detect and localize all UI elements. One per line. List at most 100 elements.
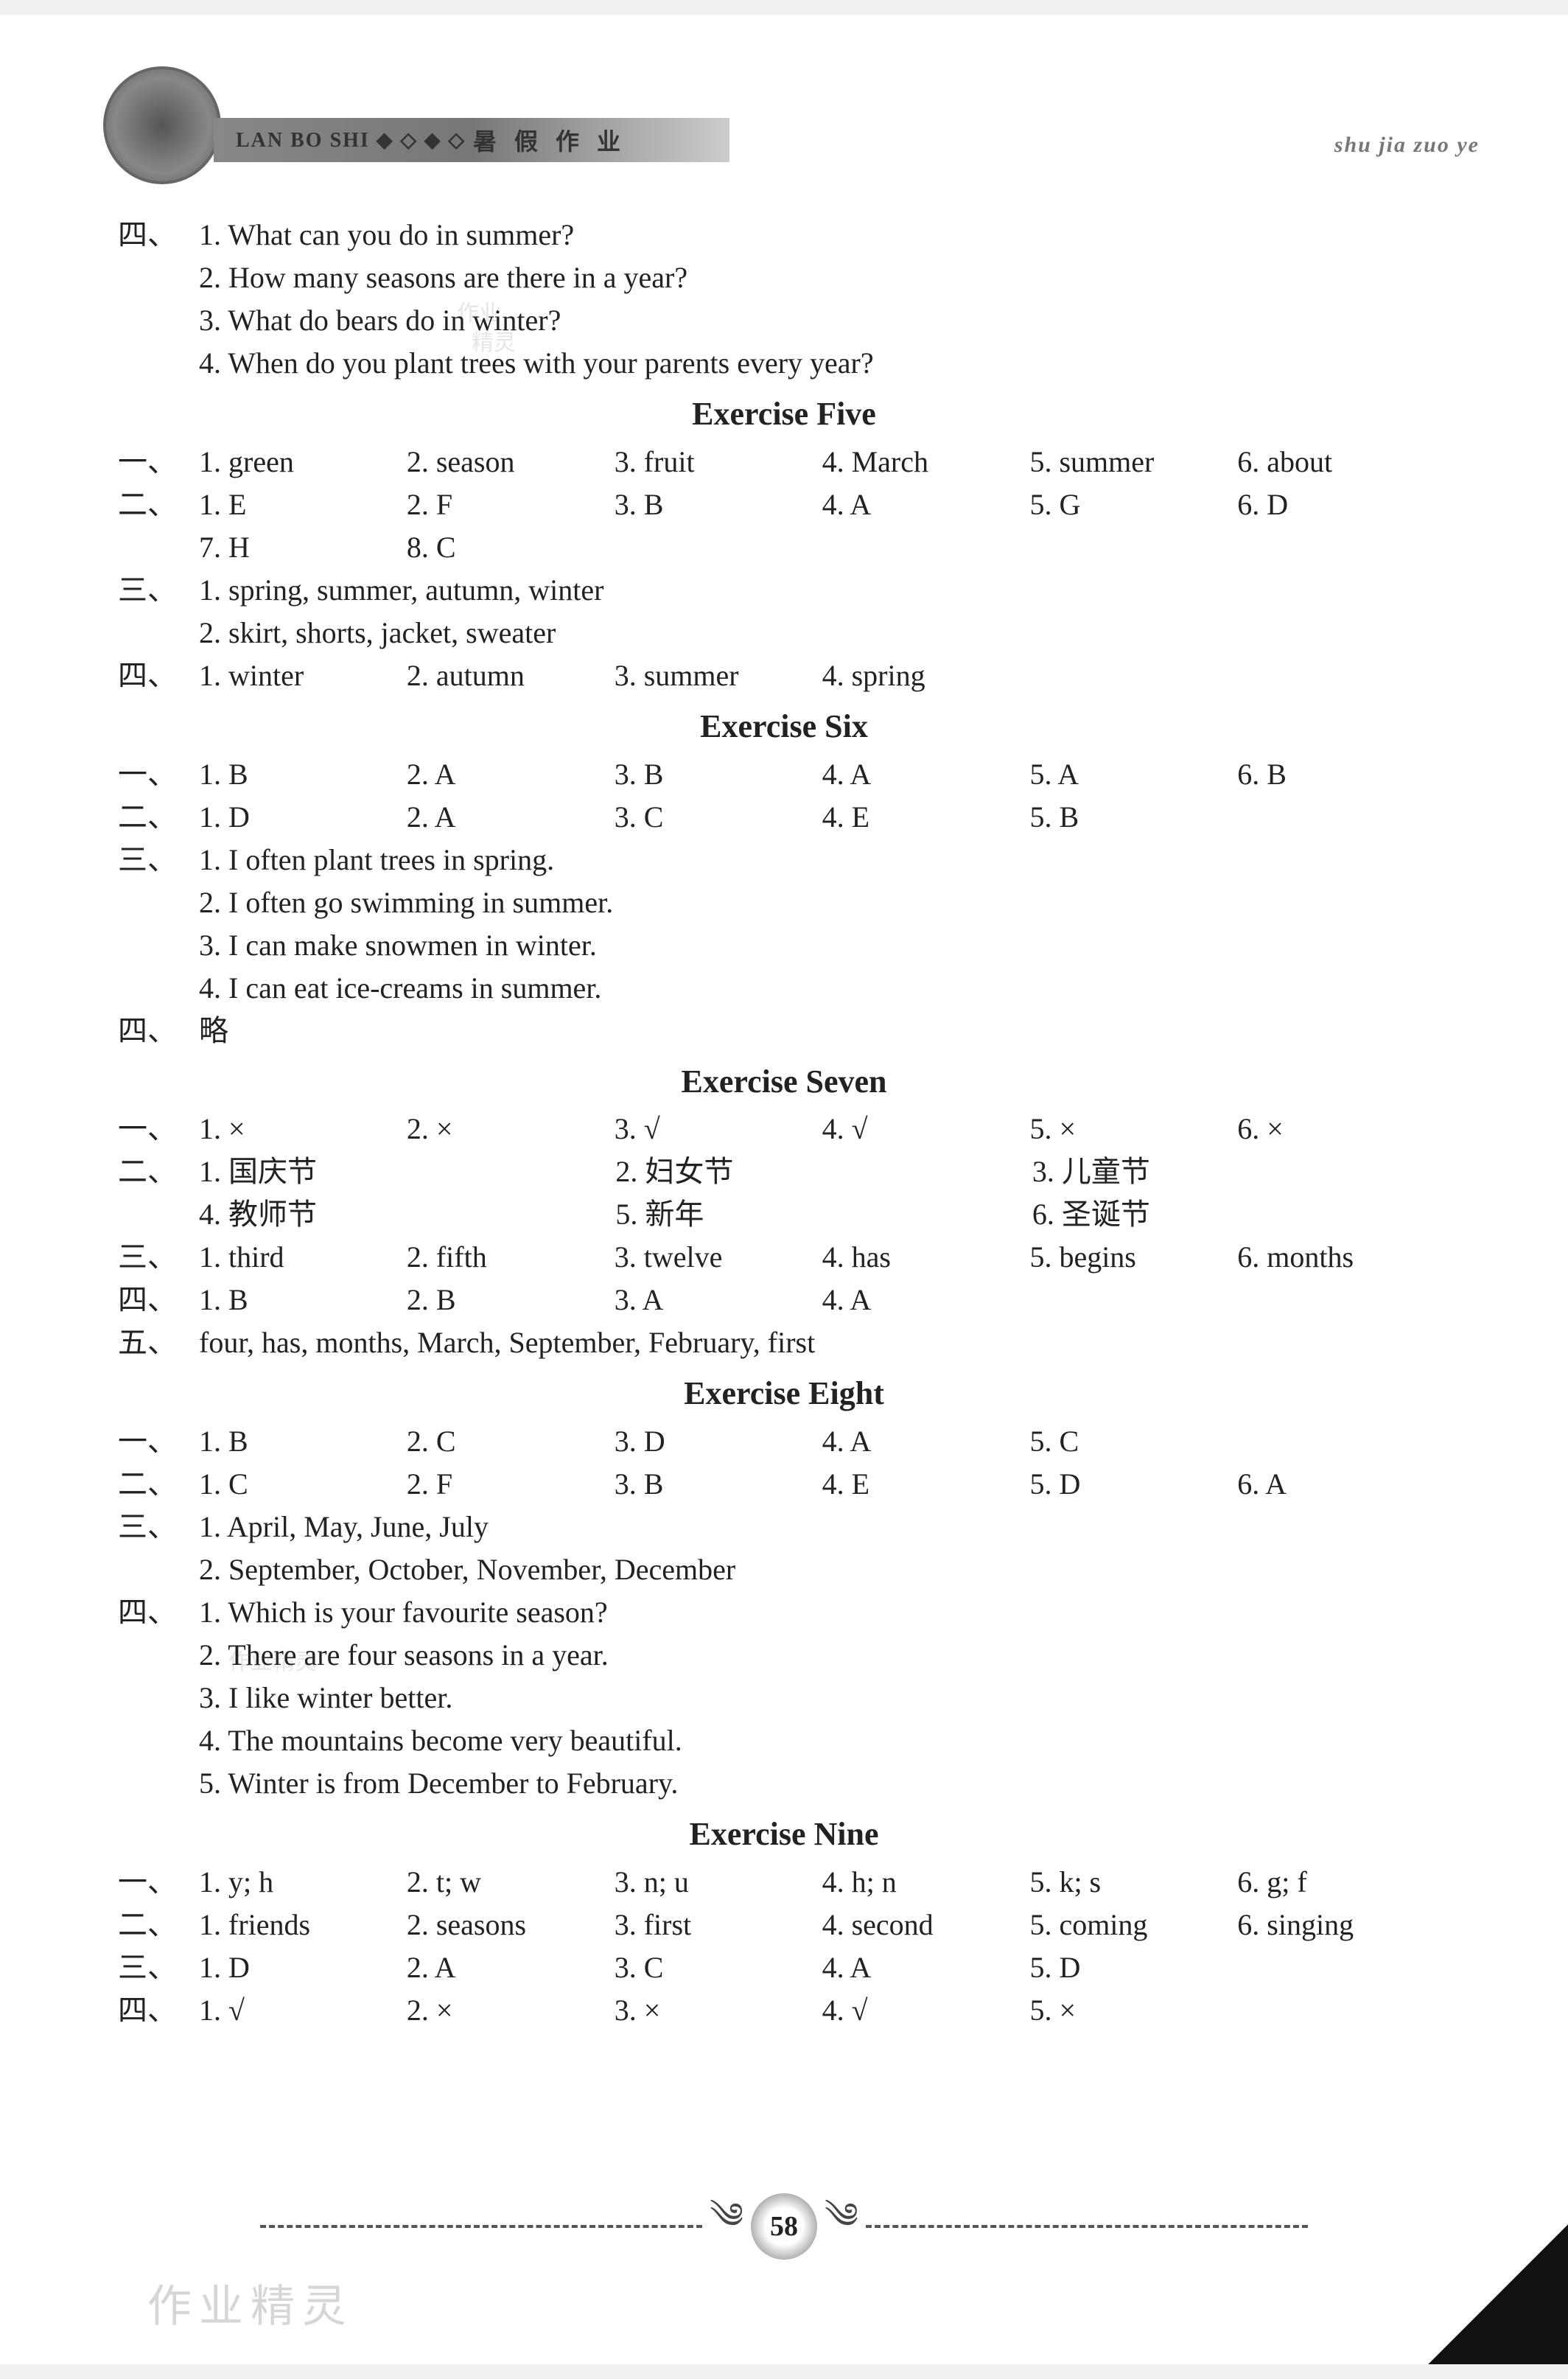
answer-item: 4. has — [822, 1236, 1030, 1279]
section-label: 二、 — [118, 483, 199, 526]
ex6-s2: 二、 1. D 2. A 3. C 4. E 5. B — [118, 796, 1450, 839]
answer-item: 3. 儿童节 — [1032, 1150, 1449, 1193]
answer-item: 3. fruit — [615, 441, 822, 483]
answer-line: 1. What can you do in summer? — [199, 214, 1450, 256]
answer-line: 4. When do you plant trees with your par… — [199, 342, 1450, 385]
answer-item: 1. D — [199, 1946, 407, 1989]
answer-item: 2. F — [407, 1463, 615, 1506]
answer-item: 2. F — [407, 483, 615, 526]
exercise-title: Exercise Six — [118, 703, 1450, 750]
section-label: 四、 — [118, 1010, 199, 1052]
title-ribbon: LAN BO SHI ◆ ◇ ◆ ◇ 暑 假 作 业 — [214, 118, 729, 162]
section-label: 一、 — [118, 441, 199, 483]
answer-item: 1. third — [199, 1236, 407, 1279]
answer-item: 1. × — [199, 1108, 407, 1150]
section-label: 四、 — [118, 1279, 199, 1321]
bottom-watermark: 作业精灵 — [147, 2271, 354, 2335]
answer-line: 5. Winter is from December to February. — [199, 1762, 1450, 1805]
section-label: 二、 — [118, 1463, 199, 1506]
answer-line: 3. What do bears do in winter? — [199, 299, 1450, 342]
answer-line: 4. I can eat ice-creams in summer. — [199, 967, 1450, 1010]
answer-item: 6. about — [1237, 441, 1445, 483]
answer-item: 3. A — [615, 1279, 822, 1321]
footer-dash — [866, 2225, 1308, 2228]
answer-line: 3. I like winter better. — [199, 1677, 1450, 1719]
answer-item: 1. D — [199, 796, 407, 839]
ex6-s4: 四、 略 — [118, 1010, 1450, 1052]
side-pinyin: shu jia zuo ye — [1334, 133, 1480, 158]
answer-item: 4. 教师节 — [199, 1193, 615, 1236]
section-label: 一、 — [118, 1861, 199, 1904]
answer-item: 4. √ — [822, 1108, 1030, 1150]
answer-line: 2. How many seasons are there in a year? — [199, 256, 1450, 299]
answer-item: 3. n; u — [615, 1861, 822, 1904]
answer-item: 5. begins — [1029, 1236, 1237, 1279]
answer-item: 1. B — [199, 753, 407, 796]
answer-item: 3. × — [615, 1989, 822, 2032]
answer-item: 2. season — [407, 441, 615, 483]
answer-item: 4. E — [822, 796, 1030, 839]
answer-item: 1. green — [199, 441, 407, 483]
answer-item: 3. C — [615, 1946, 822, 1989]
answer-line: 1. spring, summer, autumn, winter — [199, 569, 1450, 612]
header: LAN BO SHI ◆ ◇ ◆ ◇ 暑 假 作 业 shu jia zuo y… — [118, 88, 1450, 184]
answer-item: 6. D — [1237, 483, 1445, 526]
answer-item: 2. 妇女节 — [615, 1150, 1032, 1193]
answer-item: 5. coming — [1029, 1904, 1237, 1946]
page-number-badge: 58 — [751, 2193, 817, 2260]
section-label: 一、 — [118, 753, 199, 796]
answer-line: four, has, months, March, September, Feb… — [199, 1321, 1450, 1364]
answer-item: 2. A — [407, 1946, 615, 1989]
answer-item: 5. 新年 — [615, 1193, 1032, 1236]
answer-item: 6. × — [1237, 1108, 1445, 1150]
answer-item: 4. A — [822, 1420, 1030, 1463]
answer-item: 6. B — [1237, 753, 1445, 796]
answer-item: 1. B — [199, 1279, 407, 1321]
section-label: 三、 — [118, 839, 199, 881]
answer-item: 1. √ — [199, 1989, 407, 2032]
ex7-s2: 二、 1. 国庆节 2. 妇女节 3. 儿童节 4. 教师节 5. 新年 6. … — [118, 1150, 1450, 1236]
page-corner-fold — [1428, 2224, 1568, 2364]
answer-item: 3. C — [615, 796, 822, 839]
answer-item: 6. months — [1237, 1236, 1445, 1279]
ex7-s3: 三、 1. third 2. fifth 3. twelve 4. has 5.… — [118, 1236, 1450, 1279]
answer-item: 2. × — [407, 1989, 615, 2032]
section-label: 二、 — [118, 1904, 199, 1946]
ex7-s1: 一、 1. × 2. × 3. √ 4. √ 5. × 6. × — [118, 1108, 1450, 1150]
answer-item: 3. B — [615, 1463, 822, 1506]
section-label: 二、 — [118, 1150, 199, 1193]
answer-item: 2. t; w — [407, 1861, 615, 1904]
section-label: 二、 — [118, 796, 199, 839]
answer-item: 6. singing — [1237, 1904, 1445, 1946]
section-label: 三、 — [118, 1506, 199, 1548]
answer-item: 3. twelve — [615, 1236, 822, 1279]
section-label: 三、 — [118, 1236, 199, 1279]
answer-item: 2. C — [407, 1420, 615, 1463]
answer-item: 4. A — [822, 483, 1030, 526]
answer-item: 1. B — [199, 1420, 407, 1463]
exercise-title: Exercise Nine — [118, 1811, 1450, 1858]
answer-item: 3. √ — [615, 1108, 822, 1150]
answer-item: 4. A — [822, 1279, 1030, 1321]
ex7-s5: 五、 four, has, months, March, September, … — [118, 1321, 1450, 1364]
answer-item: 5. × — [1029, 1989, 1237, 2032]
answer-item: 4. E — [822, 1463, 1030, 1506]
ex9-s4: 四、 1. √ 2. × 3. × 4. √ 5. × — [118, 1989, 1450, 2032]
answer-item: 5. D — [1029, 1946, 1237, 1989]
logo-badge — [103, 66, 221, 184]
answer-item: 5. A — [1029, 753, 1237, 796]
ex5-s1: 一、 1. green 2. season 3. fruit 4. March … — [118, 441, 1450, 483]
ex9-s3: 三、 1. D 2. A 3. C 4. A 5. D — [118, 1946, 1450, 1989]
page-footer: ༄ 58 ༄ — [0, 2176, 1568, 2276]
ex6-s1: 一、 1. B 2. A 3. B 4. A 5. A 6. B — [118, 753, 1450, 796]
answer-line: 1. April, May, June, July — [199, 1506, 1450, 1548]
answer-item: 6. 圣诞节 — [1032, 1193, 1449, 1236]
answer-item: 4. second — [822, 1904, 1030, 1946]
answer-item: 4. A — [822, 753, 1030, 796]
answer-item: 3. B — [615, 483, 822, 526]
answer-item: 5. C — [1029, 1420, 1237, 1463]
ex5-s4: 四、 1. winter 2. autumn 3. summer 4. spri… — [118, 654, 1450, 697]
answer-item: 2. seasons — [407, 1904, 615, 1946]
answer-item: 4. h; n — [822, 1861, 1030, 1904]
answer-item: 1. y; h — [199, 1861, 407, 1904]
